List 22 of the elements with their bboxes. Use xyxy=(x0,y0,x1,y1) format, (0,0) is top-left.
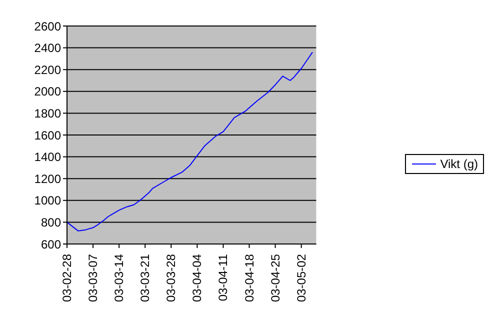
y-tick-label: 800 xyxy=(40,215,62,230)
x-tick-label: 03-04-11 xyxy=(216,254,230,302)
y-tick-label: 2400 xyxy=(34,41,62,56)
y-tick-label: 1800 xyxy=(34,106,62,120)
legend-label: Vikt (g) xyxy=(440,157,478,171)
x-tick-label: 03-04-18 xyxy=(242,254,256,302)
x-tick-label: 03-02-28 xyxy=(60,254,74,302)
x-tick-label: 03-04-04 xyxy=(190,254,204,302)
x-tick-label: 03-03-14 xyxy=(112,254,126,302)
y-tick-label: 600 xyxy=(40,237,62,252)
y-tick-label: 1600 xyxy=(34,128,62,142)
y-tick-label: 2000 xyxy=(34,84,62,99)
y-tick-label: 2600 xyxy=(34,19,62,34)
x-tick-label: 03-04-25 xyxy=(268,254,282,302)
x-tick-label: 03-05-02 xyxy=(294,254,308,302)
y-tick-label: 1400 xyxy=(34,150,62,164)
y-tick-label: 2200 xyxy=(34,62,62,77)
x-tick-label: 03-03-28 xyxy=(164,254,178,302)
y-tick-label: 1000 xyxy=(34,194,62,208)
y-tick-label: 1200 xyxy=(34,172,62,186)
x-tick-label: 03-03-07 xyxy=(86,254,100,302)
x-tick-label: 03-03-21 xyxy=(138,254,152,302)
